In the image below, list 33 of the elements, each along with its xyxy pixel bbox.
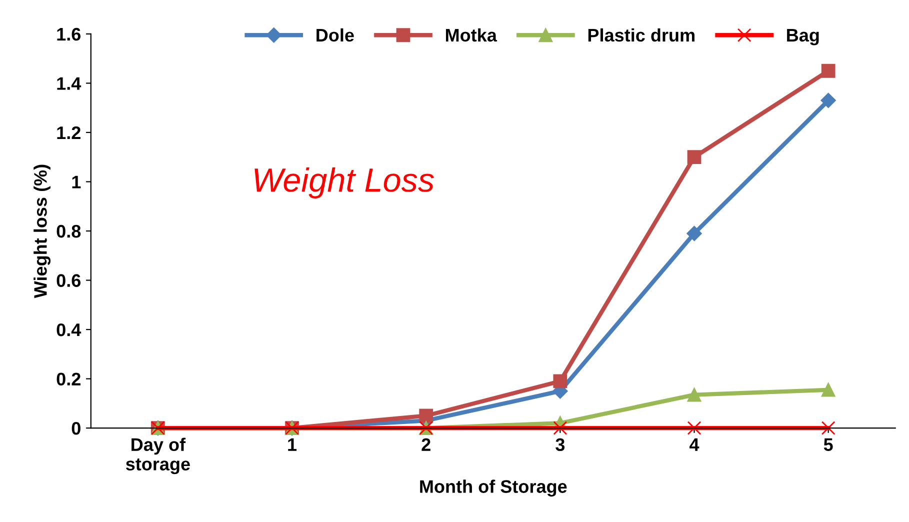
- x-tick-label: 1: [288, 438, 297, 451]
- y-tick-label: 0.6: [56, 274, 81, 287]
- x-tick-label: 2: [422, 438, 430, 451]
- point: [419, 408, 434, 423]
- point: [687, 150, 702, 164]
- point: [553, 421, 568, 435]
- y-tick-label: 0: [72, 422, 80, 435]
- legend-label: Motka: [446, 28, 498, 42]
- point: [820, 92, 836, 108]
- x-tick-label: 5: [824, 438, 833, 452]
- x-tick-label: 4: [690, 438, 700, 451]
- y-tick-label: 1: [72, 176, 81, 188]
- point: [821, 382, 836, 397]
- x-axis-title: Month of Storage: [420, 480, 567, 497]
- x-tick-label: Day of storage: [126, 438, 190, 474]
- legend-label: Bag: [787, 29, 819, 46]
- legend-label: Dole: [316, 28, 354, 42]
- point: [687, 421, 702, 435]
- point: [686, 226, 702, 242]
- point: [821, 421, 836, 435]
- y-tick-label: 0.8: [56, 224, 81, 238]
- y-tick-label: 1.4: [57, 77, 82, 90]
- y-tick-label: 0.4: [56, 323, 82, 336]
- y-axis-title: Wieght loss (%): [34, 164, 51, 298]
- x-tick-label: 3: [556, 438, 565, 452]
- legend-label: Plastic drum: [588, 28, 694, 42]
- point: [821, 64, 836, 78]
- y-tick-label: 1.6: [57, 28, 81, 41]
- annotation: Weight Loss: [254, 167, 434, 198]
- point: [687, 388, 702, 402]
- y-tick-label: 0.2: [56, 372, 80, 386]
- point: [553, 374, 568, 388]
- y-tick-label: 1.2: [57, 126, 80, 139]
